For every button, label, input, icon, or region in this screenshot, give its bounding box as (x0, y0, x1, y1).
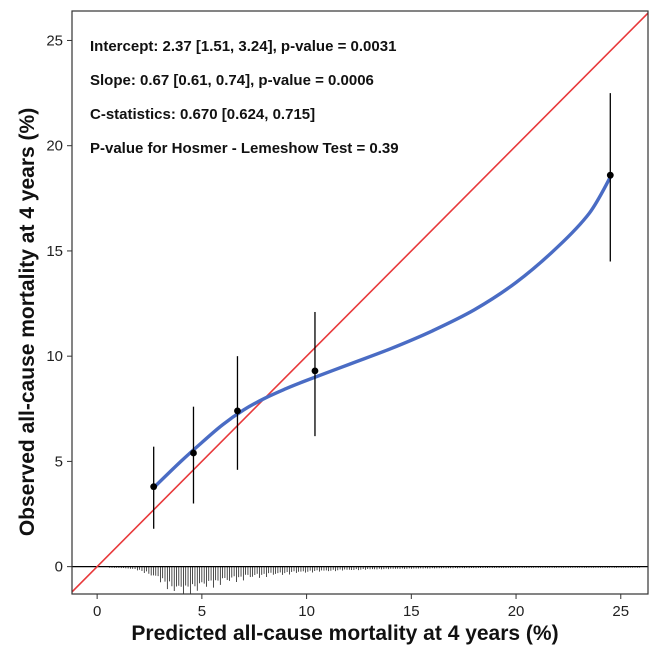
y-tick-label: 5 (55, 453, 63, 470)
annotation-line: P-value for Hosmer - Lemeshow Test = 0.3… (90, 140, 399, 157)
data-point (234, 407, 241, 415)
data-point (606, 171, 614, 179)
annotation-line: C-statistics: 0.670 [0.624, 0.715] (90, 106, 315, 123)
data-point (190, 449, 197, 457)
calibration-curve (152, 175, 612, 490)
x-tick-label: 0 (93, 603, 101, 620)
y-tick-label: 20 (46, 138, 63, 155)
x-tick-label: 20 (508, 603, 525, 620)
y-axis-title: Observed all-cause mortality at 4 years … (16, 108, 39, 536)
y-tick-label: 25 (46, 32, 63, 49)
annotation-line: Intercept: 2.37 [1.51, 3.24], p-value = … (90, 38, 396, 55)
x-axis-title: Predicted all-cause mortality at 4 years… (131, 622, 558, 645)
y-tick-label: 15 (46, 243, 63, 260)
x-tick-label: 5 (198, 603, 206, 620)
x-tick-label: 25 (612, 603, 629, 620)
data-point (150, 483, 158, 491)
y-axis-ticks: 0 5 10 15 20 25 (46, 32, 72, 576)
x-tick-label: 10 (298, 603, 315, 620)
x-tick-label: 15 (403, 603, 420, 620)
annotations: Intercept: 2.37 [1.51, 3.24], p-value = … (90, 38, 399, 157)
y-tick-label: 10 (46, 348, 63, 365)
risk-distribution (109, 566, 640, 594)
plot-clip-group (72, 12, 648, 594)
data-point (311, 367, 319, 375)
annotation-line: Slope: 0.67 [0.61, 0.74], p-value = 0.00… (90, 72, 374, 89)
reference-line (72, 12, 648, 593)
plot-frame (71, 10, 649, 595)
y-tick-label: 0 (55, 559, 63, 576)
x-axis-ticks: 0 5 10 15 20 25 (93, 594, 629, 620)
plot-area (71, 10, 649, 595)
